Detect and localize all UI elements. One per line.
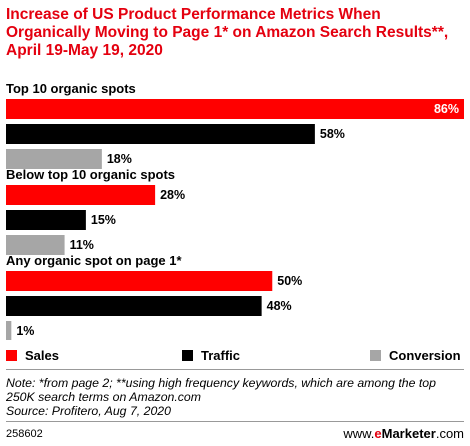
legend-item-sales: Sales xyxy=(6,348,59,363)
category-label-below-top-10-organic-spots: Below top 10 organic spots xyxy=(6,167,175,182)
bar-conversion-any-organic-spot-on-page-1 xyxy=(6,321,12,340)
footer: 258602 www.eMarketer.com xyxy=(6,426,464,442)
value-label-sales-top-10-organic-spots: 86% xyxy=(434,102,459,116)
note-block: Note: *from page 2; **using high frequen… xyxy=(6,376,464,418)
bar-sales-top-10-organic-spots xyxy=(6,99,464,119)
legend-label-sales: Sales xyxy=(25,348,59,363)
value-label-traffic-below-top-10-organic-spots: 15% xyxy=(91,213,116,227)
category-label-any-organic-spot-on-page-1: Any organic spot on page 1* xyxy=(6,253,182,268)
legend-item-conversion: Conversion xyxy=(370,348,461,363)
brand-e: e xyxy=(374,426,382,441)
value-label-sales-any-organic-spot-on-page-1: 50% xyxy=(277,274,302,288)
bar-conversion-below-top-10-organic-spots xyxy=(6,235,65,255)
value-label-conversion-any-organic-spot-on-page-1: 1% xyxy=(16,324,34,338)
chart-title: Increase of US Product Performance Metri… xyxy=(6,6,449,59)
divider-bottom xyxy=(6,421,464,422)
bar-traffic-any-organic-spot-on-page-1 xyxy=(6,296,262,316)
legend-item-traffic: Traffic xyxy=(182,348,240,363)
brand-name: Marketer xyxy=(381,426,436,441)
legend-swatch-traffic xyxy=(182,350,193,361)
brand-prefix: www. xyxy=(343,426,375,441)
value-label-conversion-top-10-organic-spots: 18% xyxy=(107,152,132,166)
bar-chart: Top 10 organic spots 86% 58% 18%Below top 1… xyxy=(6,81,464,340)
bar-conversion-top-10-organic-spots xyxy=(6,149,102,169)
legend-swatch-conversion xyxy=(370,350,381,361)
value-label-sales-below-top-10-organic-spots: 28% xyxy=(160,188,185,202)
legend-label-traffic: Traffic xyxy=(201,348,241,363)
bar-sales-below-top-10-organic-spots xyxy=(6,185,156,205)
brand-link[interactable]: www.eMarketer.com xyxy=(343,426,464,441)
divider-top xyxy=(6,369,464,370)
value-label-conversion-below-top-10-organic-spots: 11% xyxy=(70,238,94,252)
value-label-traffic-top-10-organic-spots: 58% xyxy=(320,127,345,141)
value-label-traffic-any-organic-spot-on-page-1: 48% xyxy=(267,299,292,313)
bar-sales-any-organic-spot-on-page-1 xyxy=(6,271,273,291)
category-label-top-10-organic-spots: Top 10 organic spots xyxy=(6,81,136,96)
bar-traffic-below-top-10-organic-spots xyxy=(6,210,86,230)
legend-label-conversion: Conversion xyxy=(389,348,461,363)
legend: Sales Traffic Conversion xyxy=(6,348,464,364)
chart-id: 258602 xyxy=(6,428,43,440)
brand-suffix: .com xyxy=(435,426,464,441)
bar-traffic-top-10-organic-spots xyxy=(6,124,315,144)
legend-swatch-sales xyxy=(6,350,17,361)
note-text: Note: *from page 2; **using high frequen… xyxy=(6,376,436,404)
source-text: Source: Profitero, Aug 7, 2020 xyxy=(6,404,171,418)
